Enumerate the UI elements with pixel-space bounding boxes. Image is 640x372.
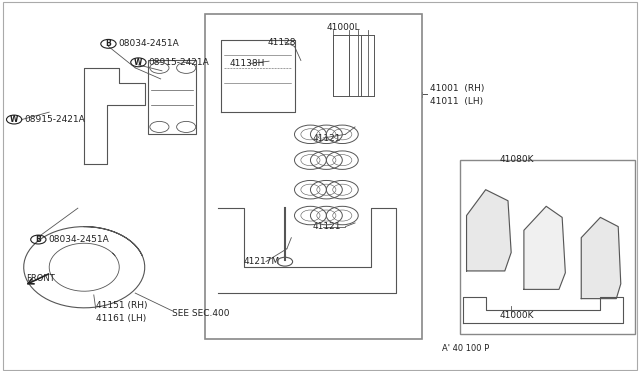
Text: 08034-2451A: 08034-2451A: [118, 39, 179, 48]
Polygon shape: [524, 206, 565, 289]
Text: 08915-2421A: 08915-2421A: [24, 115, 85, 124]
Text: B: B: [35, 235, 41, 244]
Text: 41128: 41128: [268, 38, 296, 46]
Text: 41121: 41121: [312, 134, 341, 142]
Text: 41080K: 41080K: [500, 155, 534, 164]
Text: 08034-2451A: 08034-2451A: [49, 235, 109, 244]
Text: SEE SEC.400: SEE SEC.400: [172, 309, 230, 318]
Text: W: W: [134, 58, 143, 67]
Polygon shape: [581, 217, 621, 299]
Text: 41011  (LH): 41011 (LH): [429, 97, 483, 106]
Text: 41000L: 41000L: [326, 23, 360, 32]
Text: 41161 (LH): 41161 (LH): [96, 314, 146, 323]
Text: 41138H: 41138H: [230, 59, 265, 68]
Text: 41000K: 41000K: [500, 311, 534, 320]
Text: 41217M: 41217M: [244, 257, 280, 266]
Polygon shape: [467, 190, 511, 271]
Text: B: B: [106, 39, 111, 48]
Text: A' 40 100 P: A' 40 100 P: [442, 344, 490, 353]
Text: 41121: 41121: [312, 222, 341, 231]
Text: 08915-2421A: 08915-2421A: [148, 58, 209, 67]
Text: FRONT: FRONT: [26, 274, 55, 283]
Text: 41001  (RH): 41001 (RH): [429, 84, 484, 93]
Text: 41151 (RH): 41151 (RH): [96, 301, 147, 311]
Text: W: W: [10, 115, 19, 124]
